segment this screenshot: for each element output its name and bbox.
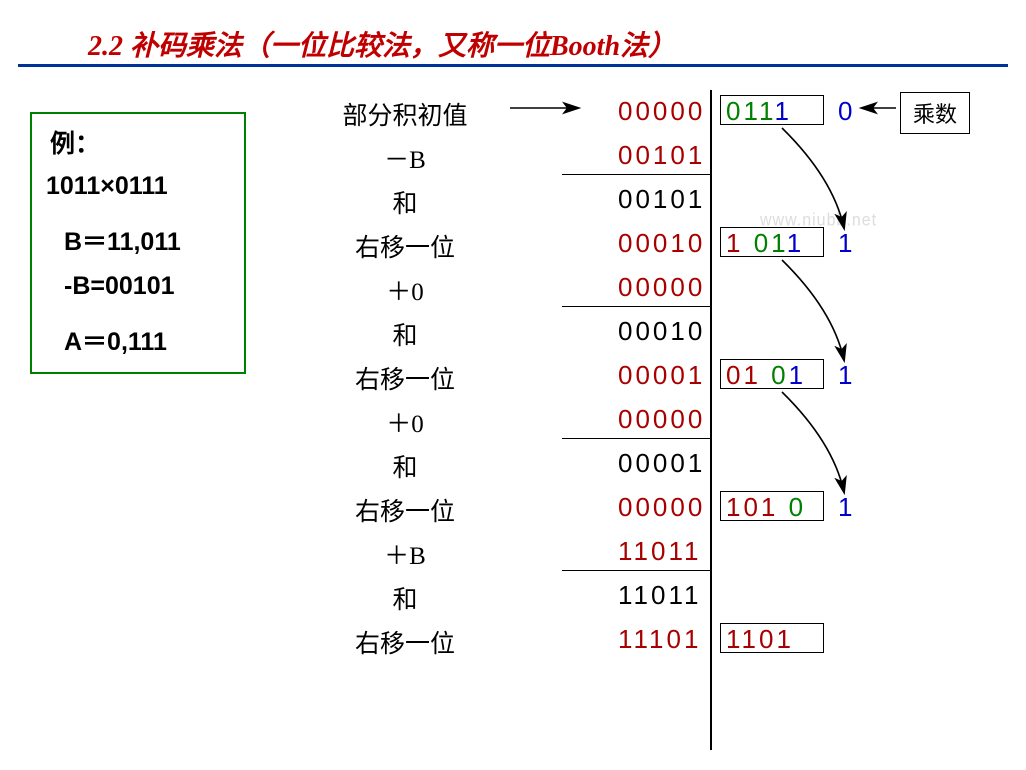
partial-product: 00101	[618, 184, 705, 215]
example-line-4: A＝0,111	[64, 322, 167, 358]
shifted-out-bit: 0	[838, 96, 855, 127]
calc-vertical-divider	[710, 90, 712, 750]
partial-product: 00000	[618, 96, 705, 127]
partial-product: 00010	[618, 316, 705, 347]
register-value: 1 011	[726, 228, 804, 259]
partial-product: 00101	[618, 140, 705, 171]
step-label: ＋B	[310, 536, 500, 572]
shifted-out-bit: 1	[838, 228, 855, 259]
partial-product: 00001	[618, 448, 705, 479]
step-label: 右移一位	[310, 360, 500, 396]
step-label: 右移一位	[310, 492, 500, 528]
example-line-3: -B=00101	[64, 272, 175, 301]
step-label: ＋0	[310, 404, 500, 440]
step-label: 部分积初值	[310, 96, 500, 132]
register-value: 1101	[726, 624, 794, 655]
register-value: 01 01	[726, 360, 806, 391]
step-label: 和	[310, 184, 500, 220]
example-line-1: 1011×0111	[46, 172, 168, 201]
partial-product: 11011	[618, 580, 701, 611]
example-heading: 例：	[50, 124, 100, 160]
shifted-out-bit: 1	[838, 492, 855, 523]
shift-arrow	[782, 392, 844, 492]
register-value: 0111	[726, 96, 792, 127]
partial-product: 11101	[618, 624, 701, 655]
sum-underline	[562, 174, 710, 175]
step-label: 右移一位	[310, 624, 500, 660]
sum-underline	[562, 306, 710, 307]
partial-product: 00000	[618, 404, 705, 435]
shifted-out-bit: 1	[838, 360, 855, 391]
example-box: 例： 1011×0111 B＝11,011 -B=00101 A＝0,111	[30, 112, 246, 374]
partial-product: 11011	[618, 536, 701, 567]
step-label: 和	[310, 316, 500, 352]
partial-product: 00000	[618, 492, 705, 523]
partial-product: 00001	[618, 360, 705, 391]
title-underline	[18, 64, 1008, 67]
register-value: 101 0	[726, 492, 806, 523]
example-line-2: B＝11,011	[64, 222, 181, 258]
shift-arrow	[782, 260, 844, 360]
step-label: 和	[310, 448, 500, 484]
partial-product: 00010	[618, 228, 705, 259]
step-label: 右移一位	[310, 228, 500, 264]
step-label: －B	[310, 140, 500, 176]
sum-underline	[562, 570, 710, 571]
partial-product: 00000	[618, 272, 705, 303]
sum-underline	[562, 438, 710, 439]
step-label: 和	[310, 580, 500, 616]
multiplier-label-box: 乘数	[900, 92, 970, 134]
step-label: ＋0	[310, 272, 500, 308]
slide-title: 2.2 补码乘法（一位比较法，又称一位Booth法）	[88, 24, 676, 64]
